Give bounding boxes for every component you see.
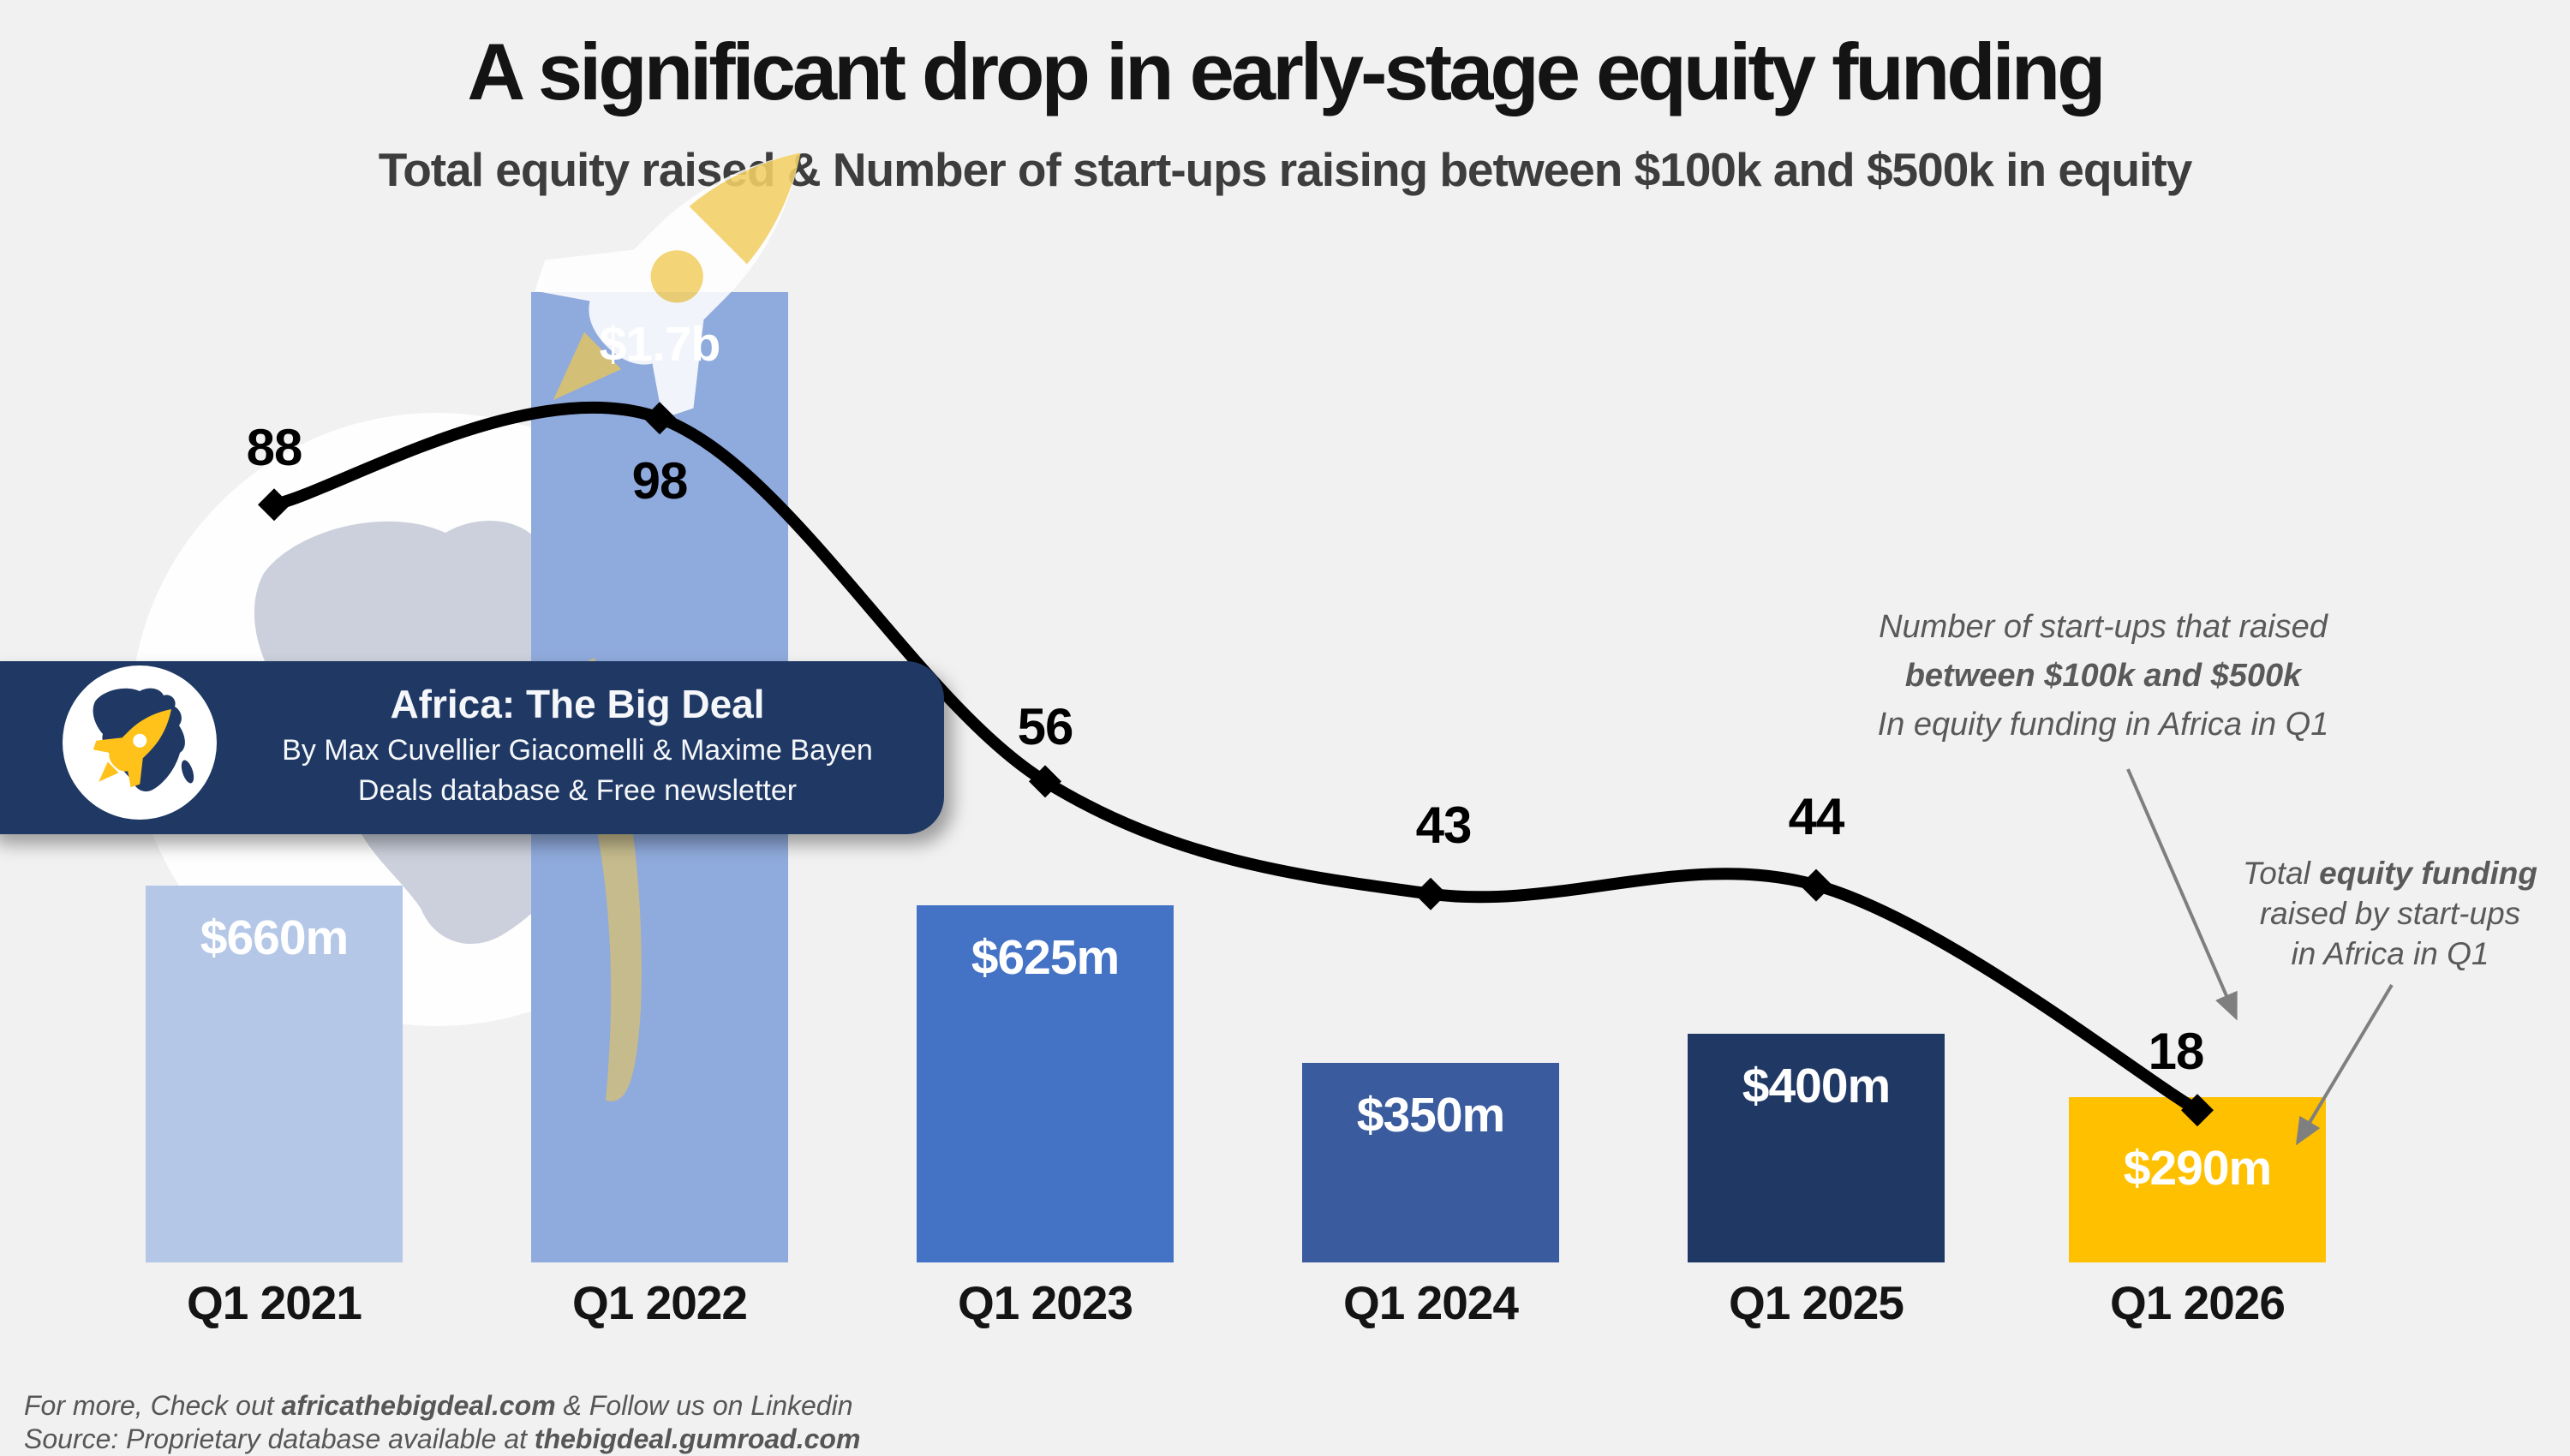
bar-value-label: $400m <box>1742 1059 1892 1113</box>
x-axis-label: Q1 2023 <box>957 1276 1133 1329</box>
line-point-label: 43 <box>1415 796 1473 854</box>
annotation-funding-line3: in Africa in Q1 <box>2291 936 2489 971</box>
annotation-funding-line1: Total equity funding <box>2243 856 2537 891</box>
annotation-total-funding: Total equity funding raised by start-ups… <box>2193 853 2570 974</box>
x-axis-label: Q1 2024 <box>1342 1276 1519 1329</box>
x-axis-label: Q1 2021 <box>186 1276 362 1329</box>
badge-text: Africa: The Big Deal By Max Cuvellier Gi… <box>242 678 913 810</box>
footer-source: For more, Check out africathebigdeal.com… <box>24 1389 860 1456</box>
annotation-funding-line2: raised by start-ups <box>2259 896 2521 931</box>
annotation-startups-line1: Number of start-ups that raised <box>1879 609 2328 645</box>
line-point-label: 88 <box>246 419 303 477</box>
africa-rocket-logo-icon <box>63 665 217 820</box>
bar-value-label: $350m <box>1356 1088 1506 1143</box>
bar-value-label: $660m <box>200 910 350 965</box>
badge-title: Africa: The Big Deal <box>390 682 765 726</box>
x-axis-label: Q1 2026 <box>2109 1276 2286 1329</box>
line-point-label: 56 <box>1017 698 1074 756</box>
brand-badge: Africa: The Big Deal By Max Cuvellier Gi… <box>0 661 944 834</box>
page-title: A significant drop in early-stage equity… <box>467 27 2106 116</box>
line-point-label: 18 <box>2148 1023 2205 1081</box>
annotation-startups-line2: between $100k and $500k <box>1904 658 2302 694</box>
footer-line1: For more, Check out africathebigdeal.com… <box>24 1390 853 1421</box>
badge-authors: By Max Cuvellier Giacomelli & Maxime Bay… <box>282 734 873 767</box>
bar-value-label: $625m <box>971 930 1121 985</box>
bar-value-label: $1.7b <box>599 317 721 372</box>
badge-tagline: Deals database & Free newsletter <box>357 774 798 807</box>
annotation-startups-line3: In equity funding in Africa in Q1 <box>1877 707 2329 743</box>
footer-line2: Source: Proprietary database available a… <box>24 1423 861 1454</box>
line-point-label: 98 <box>631 452 689 510</box>
line-point-label: 44 <box>1788 787 1845 845</box>
x-axis-label: Q1 2022 <box>571 1276 748 1329</box>
x-axis-label: Q1 2025 <box>1728 1276 1904 1329</box>
annotation-startups-count: Number of start-ups that raised between … <box>1846 603 2360 749</box>
bar-value-label: $290m <box>2123 1141 2273 1196</box>
